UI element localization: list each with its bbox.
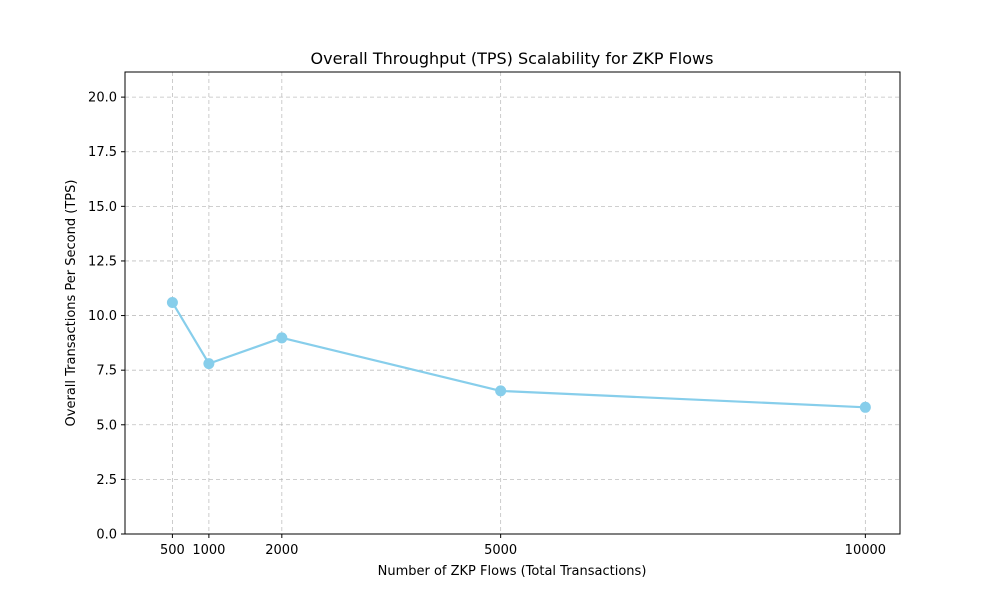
x-axis-label: Number of ZKP Flows (Total Transactions): [378, 564, 647, 579]
y-tick-label: 20.0: [88, 91, 117, 106]
series-line: [171, 301, 866, 409]
axis-ticks: 0.0 2.5 5.0 7.5 10.0 12.5 15.0 17.5 20.0 500 1000 2…: [88, 91, 886, 558]
data-point[interactable]: [859, 401, 871, 413]
y-tick-label: 0.0: [96, 528, 117, 543]
plot-area-frame: [124, 71, 901, 535]
y-tick-label: 7.5: [96, 364, 117, 379]
y-axis-label: Overall Transactions Per Second (TPS): [64, 180, 79, 427]
data-point[interactable]: [166, 296, 178, 308]
grid: [125, 72, 900, 535]
chart-title: Overall Throughput (TPS) Scalability for…: [311, 49, 714, 68]
y-tick-label: 10.0: [88, 309, 117, 324]
y-tick-label: 5.0: [96, 418, 117, 433]
x-tick-label: 5000: [484, 543, 517, 558]
y-tick-label: 2.5: [96, 473, 117, 488]
data-point[interactable]: [203, 358, 215, 370]
data-point[interactable]: [495, 385, 507, 397]
data-point[interactable]: [276, 332, 288, 344]
x-tick-label: 500: [160, 543, 185, 558]
x-tick-label: 1000: [192, 543, 225, 558]
x-tick-label: 2000: [265, 543, 298, 558]
y-tick-label: 15.0: [88, 200, 117, 215]
y-tick-label: 12.5: [88, 254, 117, 269]
series: [166, 296, 871, 413]
x-tick-label: 10000: [845, 543, 886, 558]
y-tick-label: 17.5: [88, 145, 117, 160]
